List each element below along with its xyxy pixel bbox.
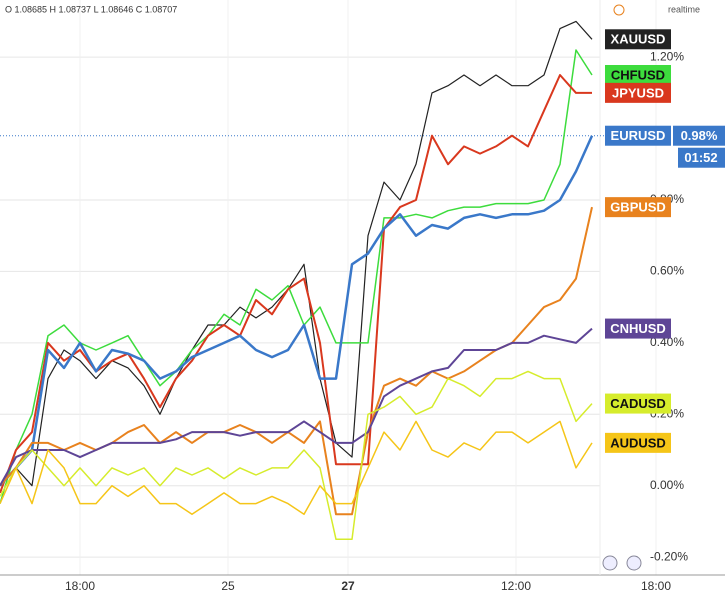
series-label-box bbox=[605, 432, 671, 453]
countdown-box bbox=[678, 147, 725, 168]
toolbar-icon[interactable] bbox=[626, 555, 642, 571]
y-tick-label: 0.00% bbox=[650, 478, 684, 492]
ohlc-text: O 1.08685 H 1.08737 L 1.08646 C 1.08707 bbox=[5, 4, 177, 14]
series-line bbox=[0, 74, 592, 494]
series-label-box bbox=[605, 393, 671, 414]
x-tick-label: 25 bbox=[221, 579, 235, 593]
series-label: CHFUSD bbox=[611, 67, 665, 82]
countdown: 01:52 bbox=[684, 150, 717, 165]
series-line bbox=[0, 20, 593, 487]
series-label-box bbox=[605, 125, 671, 146]
series-label-box bbox=[605, 65, 671, 85]
x-tick-label: 12:00 bbox=[501, 579, 531, 593]
series-label: CNHUSD bbox=[610, 321, 666, 336]
series-line bbox=[0, 370, 593, 541]
series-label: CADUSD bbox=[610, 396, 666, 411]
series-label: EURUSD bbox=[611, 128, 666, 143]
series-label: XAUUSD bbox=[611, 32, 666, 47]
x-tick-label: 18:00 bbox=[641, 579, 671, 593]
toolbar-icon[interactable] bbox=[602, 555, 618, 571]
series-line bbox=[0, 135, 594, 487]
series-label: JPYUSD bbox=[612, 85, 664, 100]
realtime-text: realtime bbox=[668, 4, 700, 14]
price-label-box bbox=[673, 125, 725, 146]
series-label-box bbox=[605, 29, 671, 50]
series-label-box bbox=[605, 82, 671, 103]
series-line bbox=[0, 49, 593, 504]
y-tick-label: 1.20% bbox=[650, 49, 684, 63]
x-tick-label: 18:00 bbox=[65, 579, 95, 593]
y-tick-label: 0.60% bbox=[650, 264, 684, 278]
series-line bbox=[0, 327, 593, 487]
realtime-icon bbox=[613, 4, 625, 16]
series-label: GBPUSD bbox=[610, 200, 666, 215]
series-line bbox=[0, 420, 593, 516]
series-label: AUDUSD bbox=[610, 435, 666, 450]
x-tick-label: 27 bbox=[341, 579, 355, 593]
price-label: 0.98% bbox=[681, 128, 718, 143]
y-tick-label: -0.20% bbox=[650, 549, 688, 563]
series-label-box bbox=[605, 197, 671, 218]
series-label-box bbox=[605, 318, 671, 339]
